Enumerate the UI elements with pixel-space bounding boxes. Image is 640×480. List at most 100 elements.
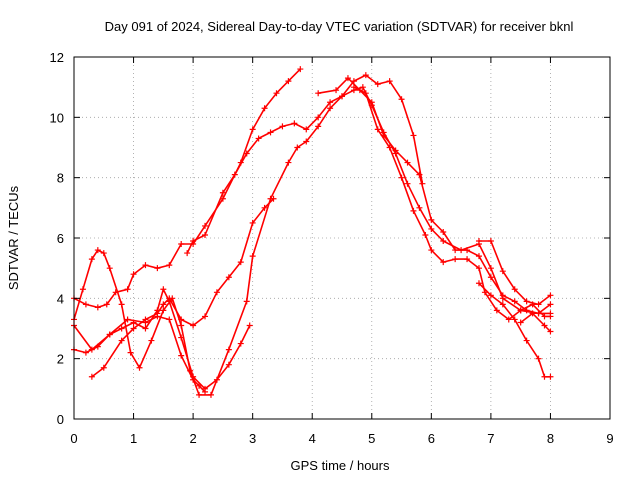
data-point bbox=[82, 301, 89, 308]
data-point bbox=[547, 373, 554, 380]
data-point bbox=[213, 289, 220, 296]
data-point bbox=[261, 204, 268, 211]
data-point bbox=[225, 274, 232, 281]
data-point bbox=[273, 90, 280, 97]
data-point bbox=[499, 292, 506, 299]
y-axis-label: SDTVAR / TECUs bbox=[6, 185, 21, 290]
data-point bbox=[547, 328, 554, 335]
series-track-8 bbox=[350, 84, 554, 323]
data-point bbox=[196, 391, 203, 398]
data-point bbox=[315, 123, 322, 130]
data-point bbox=[190, 322, 197, 329]
data-point bbox=[452, 247, 459, 254]
data-point bbox=[124, 286, 131, 293]
data-point bbox=[142, 319, 149, 326]
data-point bbox=[88, 346, 95, 353]
series-line bbox=[186, 74, 424, 254]
data-point bbox=[249, 253, 256, 260]
data-point bbox=[82, 349, 89, 356]
data-point bbox=[362, 72, 369, 79]
data-point bbox=[339, 93, 345, 100]
data-point bbox=[374, 81, 381, 88]
data-point bbox=[535, 301, 542, 308]
data-point bbox=[422, 231, 429, 238]
data-point bbox=[154, 307, 161, 314]
data-point bbox=[130, 271, 137, 278]
x-tick-label: 0 bbox=[70, 431, 77, 446]
data-point bbox=[475, 238, 482, 245]
data-point bbox=[487, 238, 494, 245]
data-point bbox=[196, 382, 203, 389]
data-point bbox=[124, 316, 131, 323]
data-point bbox=[487, 292, 494, 299]
data-point bbox=[333, 87, 340, 94]
x-tick-label: 1 bbox=[130, 431, 137, 446]
data-point bbox=[344, 75, 351, 82]
data-point bbox=[130, 325, 137, 332]
data-point bbox=[243, 298, 250, 305]
data-point bbox=[270, 195, 277, 202]
data-point bbox=[100, 364, 107, 371]
data-point bbox=[428, 247, 435, 254]
data-point bbox=[386, 78, 393, 85]
data-point bbox=[285, 159, 292, 166]
chart-title: Day 091 of 2024, Sidereal Day-to-day VTE… bbox=[105, 19, 574, 34]
x-tick-label: 8 bbox=[547, 431, 554, 446]
series-line bbox=[91, 198, 275, 378]
x-tick-label: 4 bbox=[309, 431, 316, 446]
data-point bbox=[202, 388, 209, 395]
data-point bbox=[178, 334, 185, 341]
data-point bbox=[541, 313, 548, 320]
data-point bbox=[368, 99, 375, 106]
data-point bbox=[160, 301, 167, 308]
data-point bbox=[416, 171, 423, 178]
data-point bbox=[202, 231, 209, 238]
data-point bbox=[511, 316, 518, 323]
data-point bbox=[261, 105, 268, 112]
x-tick-label: 5 bbox=[368, 431, 375, 446]
data-point bbox=[142, 325, 149, 332]
data-point bbox=[178, 241, 185, 248]
series-line bbox=[73, 86, 551, 396]
data-point bbox=[267, 129, 274, 136]
series-track-7 bbox=[315, 75, 554, 317]
data-point bbox=[166, 316, 173, 323]
data-point bbox=[475, 253, 482, 260]
data-point bbox=[386, 144, 393, 151]
data-point bbox=[487, 265, 494, 272]
series-line bbox=[73, 315, 206, 393]
data-point bbox=[88, 256, 95, 263]
data-point bbox=[398, 174, 405, 181]
data-point bbox=[452, 256, 459, 263]
x-tick-label: 7 bbox=[487, 431, 494, 446]
series-track-5 bbox=[71, 286, 253, 392]
data-point bbox=[118, 301, 125, 308]
data-point bbox=[404, 180, 411, 187]
data-point bbox=[499, 301, 506, 308]
data-point bbox=[213, 376, 220, 383]
data-point bbox=[166, 298, 173, 305]
data-point bbox=[547, 301, 554, 308]
data-point bbox=[225, 361, 232, 368]
series-track-3 bbox=[184, 72, 426, 257]
data-point bbox=[246, 322, 253, 329]
data-point bbox=[523, 337, 530, 344]
x-tick-label: 9 bbox=[606, 431, 613, 446]
data-point bbox=[94, 304, 101, 311]
data-point bbox=[350, 84, 357, 91]
x-tick-label: 2 bbox=[189, 431, 196, 446]
series-track-1 bbox=[71, 66, 304, 311]
y-tick-label: 8 bbox=[57, 171, 64, 186]
x-tick-label: 6 bbox=[428, 431, 435, 446]
data-point bbox=[225, 346, 232, 353]
data-point bbox=[237, 340, 244, 347]
data-point bbox=[303, 138, 310, 145]
data-point bbox=[118, 325, 125, 332]
data-point bbox=[279, 123, 286, 130]
series-line bbox=[353, 86, 551, 321]
data-point bbox=[315, 114, 322, 121]
data-point bbox=[237, 259, 244, 266]
data-point bbox=[392, 147, 399, 154]
data-point bbox=[178, 322, 185, 329]
data-point bbox=[190, 238, 197, 245]
